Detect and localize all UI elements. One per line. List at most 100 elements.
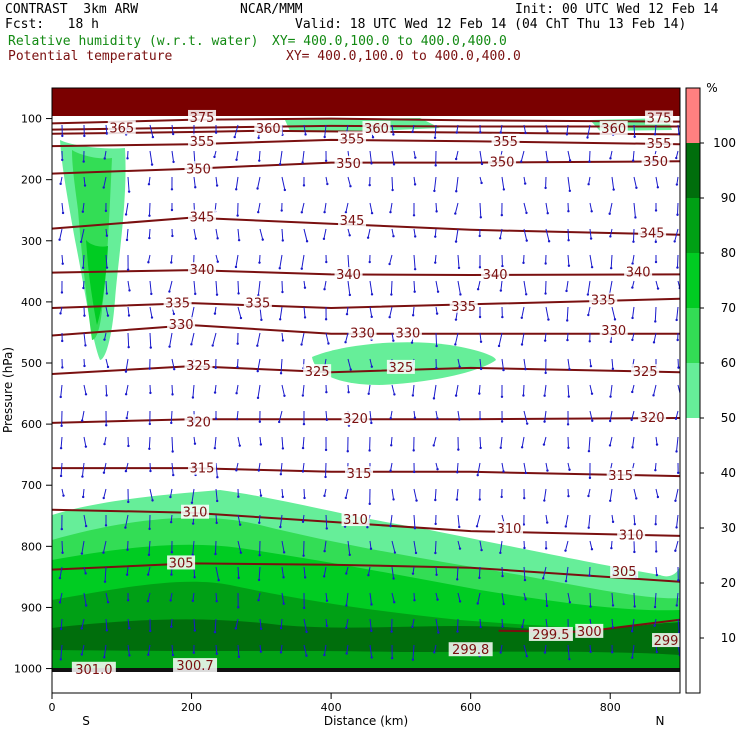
- wind-vector-head: [609, 340, 613, 344]
- x-tick-label: 200: [181, 701, 202, 714]
- wind-vector-head: [324, 318, 328, 321]
- isentrope-label: 301.0: [75, 663, 112, 678]
- wind-vector-head: [192, 651, 196, 654]
- theta-xy-label: XY= 400.0,100.0 to 400.0,400.0: [286, 49, 521, 64]
- wind-vector-head: [60, 291, 64, 294]
- wind-vector: [523, 280, 527, 295]
- isentrope-label: 375: [190, 111, 215, 126]
- wind-vector-head: [169, 520, 173, 524]
- wind-vector: [193, 280, 196, 294]
- wind-vector-head: [479, 446, 482, 450]
- wind-vector: [215, 176, 218, 186]
- wind-vector: [567, 176, 571, 191]
- wind-vector-head: [150, 316, 154, 319]
- wind-vector: [301, 332, 305, 345]
- isentrope-label: 335: [451, 300, 476, 315]
- wind-vector: [391, 176, 394, 191]
- wind-vector-head: [543, 420, 546, 423]
- isentrope-label: 305: [612, 565, 637, 580]
- wind-vector-head: [520, 446, 524, 449]
- wind-vector-head: [235, 158, 238, 161]
- wind-vector-head: [151, 135, 155, 139]
- wind-vector: [148, 540, 151, 555]
- wind-vector: [193, 150, 196, 164]
- wind-vector: [59, 592, 63, 603]
- isentrope-label-bg: [599, 120, 628, 135]
- wind-vector-head: [568, 601, 572, 604]
- wind-vector: [633, 488, 637, 499]
- wind-vector-head: [655, 573, 659, 577]
- isentrope-label-bg: [652, 633, 681, 648]
- wind-vector: [589, 410, 593, 421]
- isentrope-label: 320: [343, 412, 368, 427]
- x-tick-label: 600: [460, 701, 481, 714]
- wind-vector-head: [283, 188, 287, 192]
- wind-vector-head: [500, 495, 503, 499]
- wind-vector: [544, 410, 547, 422]
- wind-vector: [677, 384, 680, 396]
- wind-vector: [587, 306, 591, 316]
- isentrope-label-bg: [107, 120, 136, 135]
- isentrope-375: [52, 117, 680, 125]
- wind-vector: [323, 644, 327, 656]
- wind-vector-head: [81, 495, 85, 499]
- wind-vector: [391, 150, 395, 165]
- wind-vector-head: [83, 364, 86, 368]
- wind-vector-head: [675, 156, 678, 160]
- wind-vector: [83, 592, 87, 606]
- wind-vector: [171, 462, 174, 476]
- north-end-label: N: [656, 714, 665, 728]
- wind-vector: [609, 436, 613, 446]
- isentrope-label-bg: [638, 225, 667, 240]
- wind-vector: [523, 254, 525, 263]
- wind-vector-head: [279, 372, 283, 375]
- wind-vector-head: [478, 234, 481, 238]
- wind-vector-head: [367, 573, 370, 577]
- wind-vector-head: [258, 261, 261, 264]
- wind-vector-head: [302, 554, 305, 557]
- wind-vector: [676, 514, 679, 528]
- wind-vector: [610, 254, 613, 269]
- wind-vector: [214, 618, 217, 633]
- wind-vector-head: [567, 395, 570, 398]
- wind-vector: [149, 280, 152, 294]
- wind-vector-head: [434, 522, 437, 526]
- isentrope-label: 350: [336, 157, 361, 172]
- wind-vector: [609, 410, 613, 422]
- isentrope-label-bg: [348, 325, 377, 340]
- wind-vector-head: [588, 476, 592, 480]
- isentrope-label-bg: [495, 521, 524, 536]
- wind-vector: [171, 384, 174, 395]
- wind-vector-head: [547, 318, 550, 321]
- wind-vector-head: [305, 654, 308, 657]
- wind-vector: [566, 306, 569, 321]
- wind-vector: [170, 254, 173, 263]
- isentrope-label: 299: [654, 634, 679, 649]
- wind-vector: [127, 280, 130, 291]
- wind-vector: [456, 462, 459, 473]
- wind-vector-head: [544, 547, 548, 550]
- wind-vector: [193, 618, 196, 631]
- wind-vector-head: [126, 548, 129, 551]
- wind-vector: [280, 618, 283, 629]
- wind-vector: [345, 332, 349, 343]
- wind-vector: [59, 566, 63, 579]
- wind-vector-head: [303, 286, 307, 289]
- isentrope-340: [52, 269, 680, 277]
- wind-vector: [102, 540, 107, 553]
- colorbar-band: [686, 198, 700, 253]
- wind-vector-head: [656, 495, 660, 499]
- wind-vector: [391, 228, 394, 237]
- colorbar-tick-label: 40: [721, 466, 736, 480]
- wind-vector-head: [502, 188, 506, 191]
- wind-vector: [303, 644, 307, 656]
- isentrope-label-bg: [617, 527, 646, 542]
- wind-vector-head: [300, 343, 303, 346]
- wind-vector: [609, 150, 613, 159]
- wind-vector-head: [366, 236, 370, 239]
- wind-vector-head: [80, 552, 84, 555]
- wind-vector-head: [213, 155, 216, 159]
- wind-vector: [611, 592, 614, 606]
- wind-vector: [369, 306, 373, 317]
- wind-vector-head: [106, 314, 110, 317]
